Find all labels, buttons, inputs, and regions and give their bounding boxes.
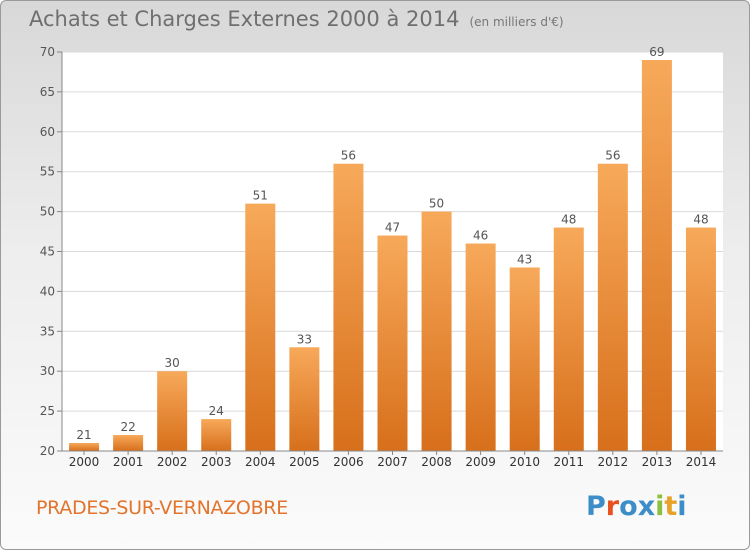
bar-2001 (113, 435, 144, 451)
chart-title: Achats et Charges Externes 2000 à 2014 (e… (29, 7, 564, 31)
bar-2006 (333, 163, 364, 451)
bar-2014 (685, 227, 716, 451)
x-tick-label: 2000 (69, 455, 100, 469)
x-tick-label: 2007 (377, 455, 408, 469)
y-tick-label: 40 (40, 284, 55, 298)
x-tick-label: 2003 (201, 455, 232, 469)
logo-letter: i (655, 491, 665, 522)
y-tick-label: 50 (40, 205, 55, 219)
bar-2010 (509, 267, 540, 451)
bar-2002 (157, 371, 188, 451)
data-label-2005: 33 (297, 332, 312, 346)
commune-name: PRADES-SUR-VERNAZOBRE (36, 497, 288, 519)
data-label-2004: 51 (253, 189, 268, 203)
x-tick-label: 2009 (465, 455, 496, 469)
x-tick-label: 2010 (509, 455, 540, 469)
data-label-2010: 43 (517, 252, 532, 266)
bar-2011 (553, 227, 584, 451)
x-tick-label: 2002 (157, 455, 188, 469)
bar-2012 (597, 163, 628, 451)
x-tick-label: 2011 (553, 455, 584, 469)
y-tick-label: 30 (40, 364, 55, 378)
bar-2003 (201, 419, 232, 451)
data-label-2008: 50 (429, 197, 444, 211)
chart-subtitle: (en milliers d'€) (469, 15, 564, 29)
logo-letter: i (677, 491, 687, 522)
data-label-2012: 56 (605, 149, 620, 163)
bar-2004 (245, 203, 276, 451)
data-label-2002: 30 (165, 356, 180, 370)
bar-2009 (465, 243, 496, 451)
logo-letter: P (586, 491, 606, 522)
x-tick-label: 2001 (113, 455, 144, 469)
y-tick-label: 25 (40, 404, 55, 418)
y-tick-label: 55 (40, 165, 55, 179)
y-tick-label: 70 (40, 45, 55, 59)
y-tick-label: 65 (40, 85, 55, 99)
bar-2007 (377, 235, 408, 451)
bar-2013 (641, 59, 672, 451)
x-tick-label: 2005 (289, 455, 320, 469)
data-label-2007: 47 (385, 221, 400, 235)
x-tick-label: 2004 (245, 455, 276, 469)
bar-2008 (421, 211, 452, 451)
title-text: Achats et Charges Externes 2000 à 2014 (29, 7, 460, 31)
logo-letter: x (637, 491, 656, 522)
data-label-2009: 46 (473, 229, 488, 243)
x-tick-label: 2013 (642, 455, 673, 469)
x-tick-label: 2012 (598, 455, 629, 469)
logo-letter: r (605, 491, 620, 522)
data-label-2000: 21 (76, 428, 91, 442)
logo-letter: o (619, 491, 638, 522)
bar-2005 (289, 347, 320, 451)
data-label-2013: 69 (649, 45, 664, 59)
x-tick-label: 2008 (421, 455, 452, 469)
data-label-2001: 22 (120, 420, 135, 434)
data-label-2006: 56 (341, 149, 356, 163)
data-label-2014: 48 (693, 213, 708, 227)
data-label-2003: 24 (209, 404, 224, 418)
y-tick-label: 20 (40, 444, 55, 458)
bar-2000 (69, 443, 100, 451)
x-tick-label: 2014 (686, 455, 717, 469)
y-tick-label: 45 (40, 245, 55, 259)
logo-letter: t (664, 491, 678, 522)
x-tick-label: 2006 (333, 455, 364, 469)
y-tick-label: 35 (40, 324, 55, 338)
data-label-2011: 48 (561, 213, 576, 227)
y-tick-label: 60 (40, 125, 55, 139)
proxiti-logo: Proxiti (586, 491, 687, 522)
